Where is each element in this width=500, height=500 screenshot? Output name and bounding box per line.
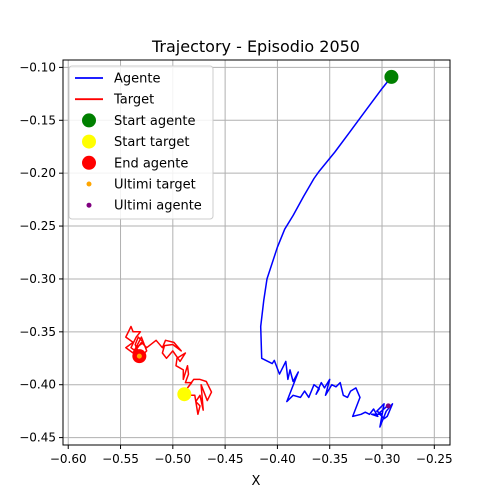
- legend-ultimi-agente-swatch: [86, 202, 92, 208]
- y-tick-label: −0.40: [19, 378, 56, 392]
- legend-start-target-label: Start target: [114, 135, 189, 150]
- axis-ticks: −0.60 −0.55 −0.50 −0.45 −0.40 −0.35 −0.30 −0.25…: [19, 60, 452, 466]
- legend-start-target-swatch: [82, 134, 96, 149]
- x-tick-label: −0.25: [416, 452, 453, 466]
- legend-target-label: Target: [113, 93, 154, 108]
- y-tick-label: −0.30: [19, 272, 56, 286]
- legend-start-agente-swatch: [82, 113, 96, 128]
- legend-end-agente-swatch: [82, 155, 96, 170]
- y-tick-label: −0.10: [19, 60, 56, 74]
- ultimi-agente-marker: [385, 403, 391, 409]
- x-tick-label: −0.55: [102, 452, 139, 466]
- start-target-marker: [177, 387, 192, 402]
- y-tick-label: −0.25: [19, 219, 56, 233]
- legend: Agente Target Start agente Start target End …: [68, 65, 214, 220]
- y-tick-label: −0.20: [19, 166, 56, 180]
- y-tick-label: −0.15: [19, 113, 56, 127]
- chart-title: Trajectory - Episodio 2050: [151, 37, 360, 56]
- x-tick-label: −0.30: [364, 452, 401, 466]
- legend-agente-label: Agente: [114, 72, 160, 87]
- y-tick-label: −0.35: [19, 325, 56, 339]
- x-tick-label: −0.60: [50, 452, 87, 466]
- x-tick-label: −0.35: [311, 452, 348, 466]
- plot-frame: [62, 59, 451, 446]
- legend-box: [68, 65, 214, 220]
- legend-ultimi-target-swatch: [86, 181, 92, 187]
- target-line: [125, 325, 213, 416]
- x-tick-label: −0.40: [259, 452, 296, 466]
- x-tick-label: −0.45: [207, 452, 244, 466]
- legend-ultimi-target-label: Ultimi target: [114, 178, 196, 193]
- ultimi-target-marker: [136, 353, 142, 359]
- legend-ultimi-agente-label: Ultimi agente: [114, 199, 202, 214]
- y-tick-label: −0.45: [19, 431, 56, 445]
- agente-line: [259, 76, 394, 428]
- legend-start-agente-label: Start agente: [114, 114, 195, 129]
- x-axis-label: X: [252, 474, 261, 489]
- start-agente-marker: [384, 69, 399, 84]
- data-series: [125, 69, 399, 428]
- legend-end-agente-label: End agente: [114, 156, 188, 171]
- x-tick-label: −0.50: [154, 452, 191, 466]
